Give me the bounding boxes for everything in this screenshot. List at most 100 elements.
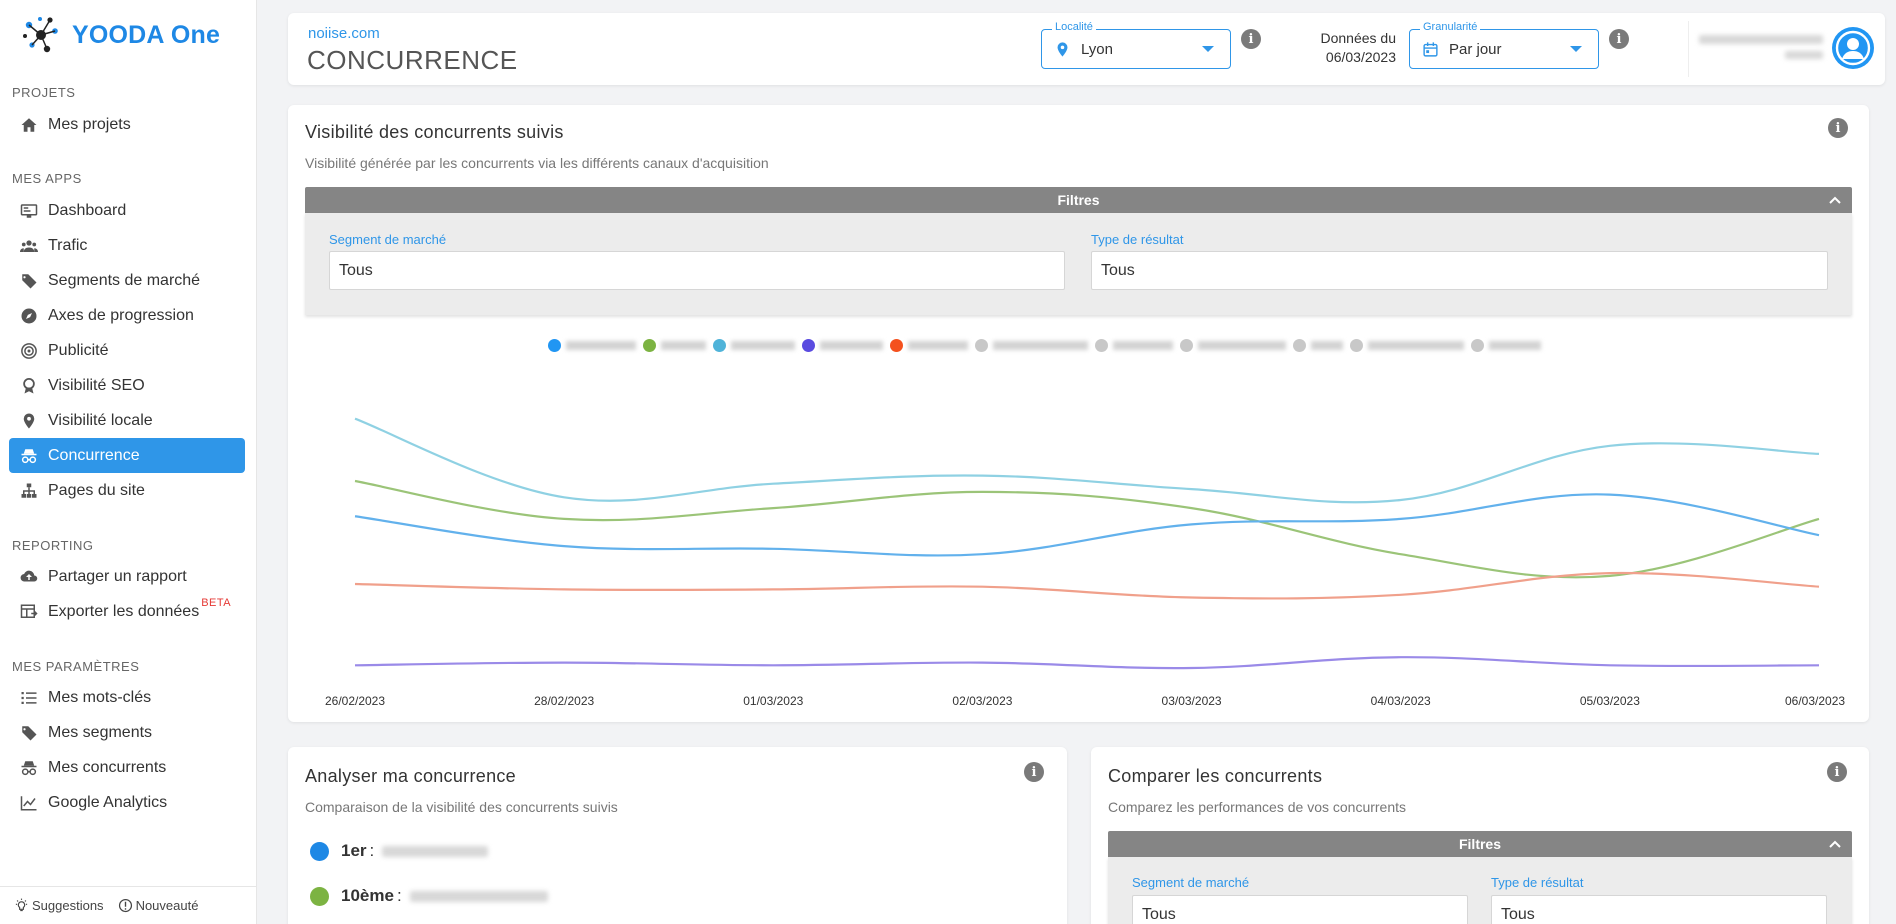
series-line-4[interactable] [354, 571, 1820, 600]
sidebar-item-exporter-les-donnees[interactable]: Exporter les données BETA [9, 594, 245, 629]
beta-badge: BETA [201, 596, 232, 609]
sidebar-item-publicite[interactable]: Publicité [9, 333, 245, 368]
rank-dot [310, 886, 329, 906]
series-line-5[interactable] [354, 656, 1820, 670]
rank-row[interactable]: 10ème : [310, 886, 548, 906]
legend-item[interactable] [802, 335, 885, 355]
x-tick-label: 01/03/2023 [743, 694, 804, 708]
sidebar-item-visibilite-seo[interactable]: Visibilité SEO [9, 368, 245, 403]
yooda-logo[interactable]: YOODA One [20, 14, 220, 56]
sidebar-item-label: Pages du site [48, 481, 145, 499]
legend-dot [1095, 339, 1108, 352]
sidebar-item-mes-concurrents[interactable]: Mes concurrents [9, 750, 245, 785]
users-icon [20, 237, 38, 255]
section-title-mes-parametres: MES PARAMÈTRES [12, 659, 140, 674]
compare-segment-select[interactable]: Tous [1132, 895, 1468, 924]
legend-item[interactable] [890, 335, 970, 355]
legend-label-redacted [993, 341, 1088, 350]
nouveaute-link[interactable]: Nouveauté [118, 898, 198, 913]
sidebar-item-trafic[interactable]: Trafic [9, 228, 245, 263]
sidebar-item-segments-de-marche[interactable]: Segments de marché [9, 263, 245, 298]
chevron-up-icon [1829, 840, 1841, 848]
series-line-1[interactable] [354, 417, 1820, 504]
legend-item[interactable] [975, 335, 1090, 355]
localite-select[interactable]: Localité Lyon [1041, 21, 1231, 69]
donnees-label: Données du [1320, 30, 1396, 46]
segment-select[interactable]: Tous [329, 251, 1065, 290]
sidebar-item-google-analytics[interactable]: Google Analytics [9, 785, 245, 820]
sidebar-item-mes-projets[interactable]: Mes projets [9, 107, 245, 142]
sidebar-item-concurrence[interactable]: Concurrence [9, 438, 245, 473]
sidebar: YOODA One PROJETS Mes projets MES APPS D… [0, 0, 257, 924]
legend-label-redacted [1311, 341, 1343, 350]
sidebar-item-label: Google Analytics [48, 793, 168, 811]
sidebar-item-partager-un-rapport[interactable]: Partager un rapport [9, 559, 245, 594]
legend-label-redacted [1198, 341, 1286, 350]
legend-item[interactable] [643, 335, 708, 355]
segment-label: Segment de marché [1132, 875, 1250, 890]
legend-dot [975, 339, 988, 352]
x-tick-label: 26/02/2023 [324, 694, 386, 708]
legend-label-redacted [1113, 341, 1173, 350]
legend-dot [548, 339, 561, 352]
suggestions-link[interactable]: Suggestions [14, 898, 104, 913]
legend-item[interactable] [1293, 335, 1345, 355]
series-line-2[interactable] [354, 479, 1820, 579]
sidebar-item-dashboard[interactable]: Dashboard [9, 193, 245, 228]
x-tick-label: 03/03/2023 [1161, 694, 1222, 708]
visibility-subtitle: Visibilité générée par les concurrents v… [305, 155, 769, 171]
sidebar-item-label: Mes projets [48, 115, 131, 133]
filters-label: Filtres [1057, 192, 1100, 208]
visibility-card: Visibilité des concurrents suivis Visibi… [288, 105, 1869, 722]
legend-item[interactable] [713, 335, 797, 355]
sidebar-item-axes-de-progression[interactable]: Axes de progression [9, 298, 245, 333]
granularite-select[interactable]: Granularité Par jour [1409, 21, 1599, 69]
sidebar-item-mes-segments[interactable]: Mes segments [9, 715, 245, 750]
legend-dot [713, 339, 726, 352]
sidebar-item-pages-du-site[interactable]: Pages du site [9, 473, 245, 508]
filters-label: Filtres [1458, 836, 1501, 852]
info-icon[interactable]: i [1828, 118, 1848, 138]
filters-toggle[interactable]: Filtres [305, 187, 1852, 213]
sidebar-item-label: Mes concurrents [48, 758, 167, 776]
legend-item[interactable] [1180, 335, 1288, 355]
legend-label-redacted [1368, 341, 1464, 350]
map-pin-icon [1054, 41, 1071, 58]
legend-item[interactable] [1471, 335, 1543, 355]
legend-item[interactable] [1350, 335, 1466, 355]
x-tick-label: 06/03/2023 [1785, 694, 1846, 708]
home-icon [20, 116, 38, 134]
compare-filters-toggle[interactable]: Filtres [1108, 831, 1852, 857]
compare-type-select[interactable]: Tous [1491, 895, 1827, 924]
list-icon [20, 689, 38, 707]
analyse-title: Analyser ma concurrence [305, 766, 516, 786]
series-line-3[interactable] [354, 493, 1820, 557]
info-icon[interactable]: i [1241, 29, 1261, 49]
rank-row[interactable]: 1er : [310, 841, 489, 861]
info-icon[interactable]: i [1609, 29, 1629, 49]
sidebar-item-label: Visibilité SEO [48, 376, 145, 394]
legend-dot [1293, 339, 1306, 352]
tag-icon [20, 272, 38, 290]
user-icon [1835, 30, 1871, 66]
legend-item[interactable] [548, 335, 638, 355]
avatar[interactable] [1832, 27, 1874, 69]
granularite-legend: Granularité [1420, 21, 1481, 33]
legend-dot [890, 339, 903, 352]
type-label: Type de résultat [1491, 875, 1584, 890]
alert-circle-icon [118, 898, 132, 913]
dashboard-icon [20, 202, 38, 220]
type-select[interactable]: Tous [1091, 251, 1828, 290]
legend-label-redacted [566, 341, 636, 350]
analyse-card: Analyser ma concurrence Comparaison de l… [288, 747, 1067, 924]
legend-label-redacted [661, 341, 706, 350]
sidebar-item-visibilite-locale[interactable]: Visibilité locale [9, 403, 245, 438]
sidebar-item-mes-mots-cles[interactable]: Mes mots-clés [9, 680, 245, 715]
info-icon[interactable]: i [1024, 762, 1044, 782]
site-name[interactable]: noiise.com [308, 25, 380, 42]
compare-card: Comparer les concurrents Comparez les pe… [1091, 747, 1869, 924]
sidebar-item-label: Partager un rapport [48, 567, 187, 585]
legend-label-redacted [1489, 341, 1541, 350]
legend-item[interactable] [1095, 335, 1175, 355]
info-icon[interactable]: i [1827, 762, 1847, 782]
